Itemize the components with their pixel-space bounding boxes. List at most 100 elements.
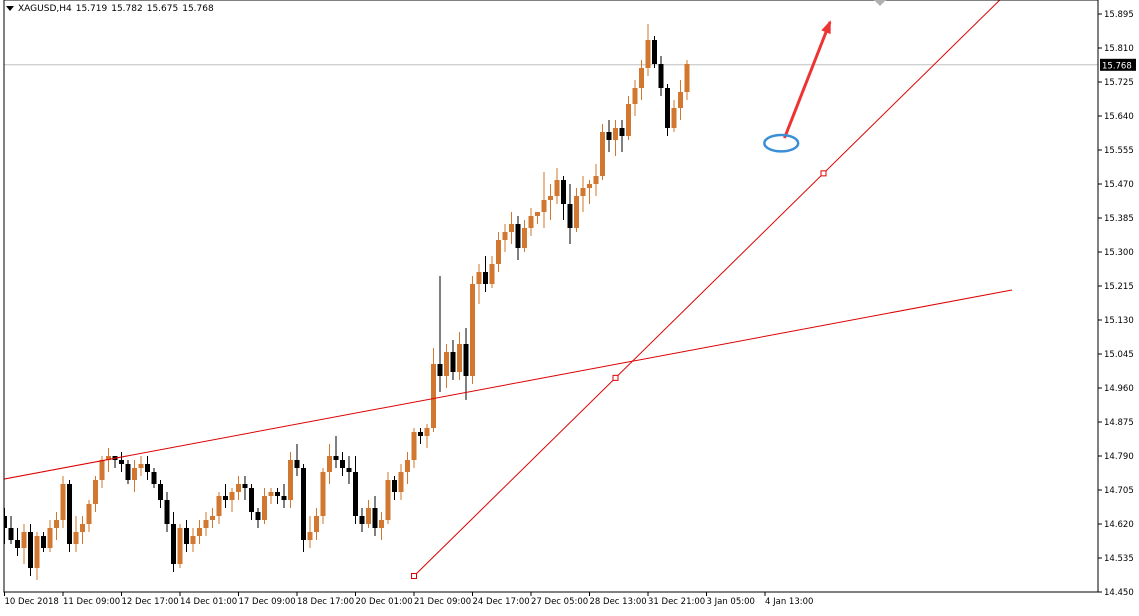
candle-body [489, 264, 495, 284]
candle-body [593, 176, 599, 184]
candle-body [418, 432, 423, 436]
candle-body [203, 520, 209, 528]
candle-body [457, 344, 462, 372]
y-axis-label: 14.875 [1104, 418, 1134, 428]
y-axis-label: 15.130 [1104, 316, 1134, 326]
candle-body [145, 464, 150, 472]
x-axis-label: 24 Dec 17:00 [473, 597, 530, 607]
candle-body [67, 484, 72, 544]
candle-body [346, 468, 352, 472]
y-axis-label: 15.895 [1104, 10, 1134, 20]
dropdown-triangle-icon[interactable] [6, 6, 14, 11]
candle-body [229, 492, 235, 500]
x-axis-label: 17 Dec 09:00 [239, 597, 296, 607]
y-axis-label: 14.620 [1104, 520, 1134, 530]
candle-body [587, 184, 592, 188]
candle-body [41, 536, 46, 548]
candle-body [678, 92, 683, 108]
y-axis-label: 15.215 [1104, 282, 1134, 292]
candle-body [138, 464, 144, 468]
low-value: 15.675 [146, 4, 179, 14]
x-axis-label: 10 Dec 2018 [5, 597, 59, 607]
candle-body [619, 128, 625, 136]
trendline [413, 0, 1001, 577]
candle-body [645, 40, 651, 68]
candle-body [210, 516, 215, 520]
candle-body [294, 460, 300, 468]
x-axis-label: 4 Jan 13:00 [765, 597, 813, 607]
candle-body [132, 468, 137, 480]
candle-body [314, 516, 319, 532]
highlight-ellipse [763, 133, 800, 153]
candle-body [54, 520, 59, 528]
candle-body [444, 352, 449, 376]
candle-body [431, 364, 436, 428]
y-axis-label: 15.725 [1104, 78, 1134, 88]
x-axis-label: 11 Dec 09:00 [63, 597, 120, 607]
candle-body [476, 272, 482, 284]
candle-body [262, 496, 267, 520]
open-value: 15.719 [75, 4, 108, 14]
close-value: 15.768 [182, 4, 214, 14]
candle-body [463, 344, 469, 376]
candle-body [561, 180, 566, 204]
candle-body [658, 64, 664, 88]
candle-body [21, 532, 27, 548]
candle-body [606, 132, 612, 140]
candle-body [522, 228, 527, 248]
candle-body [151, 472, 157, 484]
y-axis-label: 15.300 [1104, 248, 1134, 258]
x-axis-label: 31 Dec 21:00 [648, 597, 705, 607]
candle-body [190, 536, 196, 544]
y-axis-label: 15.810 [1104, 44, 1134, 54]
candle-body [255, 512, 261, 520]
candle-body [632, 88, 638, 104]
candle-body [249, 488, 254, 512]
candle-body [216, 496, 222, 516]
candle-body [385, 480, 391, 520]
candle-body [86, 504, 92, 524]
current-price-box [1100, 58, 1136, 71]
high-value: 15.782 [111, 4, 143, 14]
x-axis-label: 12 Dec 17:00 [122, 597, 179, 607]
candle-body [236, 484, 241, 492]
candle-body [541, 200, 547, 212]
candle-body [320, 472, 326, 516]
candle-body [327, 456, 332, 472]
candle-body [307, 532, 313, 540]
trendline-anchor-point [411, 573, 417, 579]
candle-body [197, 528, 202, 536]
candle-body [424, 428, 430, 436]
candle-body [567, 204, 573, 228]
candle-body [73, 532, 79, 544]
candle-body [275, 492, 280, 496]
candle-body [333, 456, 339, 460]
x-axis-label: 20 Dec 01:00 [356, 597, 413, 607]
candle-body [353, 472, 358, 516]
candle-body [483, 272, 488, 284]
candle-body [470, 284, 475, 376]
x-axis-label: 18 Dec 17:00 [297, 597, 354, 607]
x-axis-label: 27 Dec 05:00 [531, 597, 588, 607]
candle-body [268, 492, 274, 496]
y-axis-label: 14.960 [1104, 384, 1134, 394]
candle-body [535, 212, 540, 216]
x-axis-label: 3 Jan 05:00 [707, 597, 755, 607]
candle-body [158, 484, 163, 500]
trendline [4, 289, 1013, 480]
candle-body [580, 188, 586, 196]
y-axis-label: 15.045 [1104, 350, 1134, 360]
candle-body [450, 352, 456, 372]
x-axis-label: 21 Dec 09:00 [414, 597, 471, 607]
candle-body [119, 460, 124, 464]
candle-body [177, 528, 183, 564]
candle-body [502, 232, 508, 240]
candle-body [652, 40, 657, 64]
candle-body [411, 432, 417, 460]
candle-body [34, 536, 40, 568]
candle-body [28, 532, 33, 568]
candle-body [437, 364, 443, 376]
plot-frame [3, 0, 1099, 593]
